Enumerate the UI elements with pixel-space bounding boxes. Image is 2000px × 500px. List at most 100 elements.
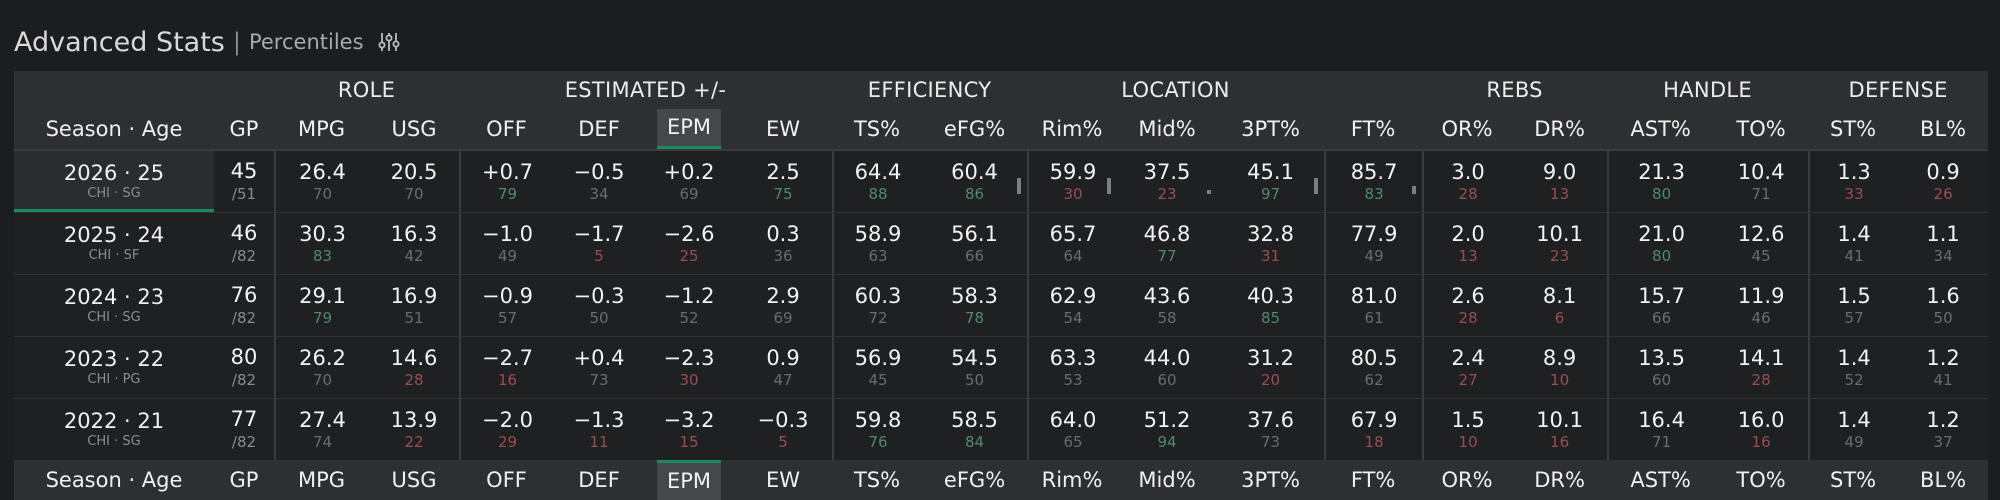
- stat-cell-dr: 8.9 10: [1512, 336, 1608, 398]
- percentile-value: 85: [1261, 308, 1281, 327]
- percentile-value: 78: [964, 308, 985, 327]
- column-header-rim[interactable]: Rim%: [1027, 109, 1118, 149]
- column-header-bl[interactable]: BL%: [1898, 109, 1989, 149]
- column-header-def[interactable]: DEF: [554, 109, 645, 149]
- column-header-ts[interactable]: TS%: [832, 109, 923, 149]
- column-header-mpg[interactable]: MPG: [274, 460, 369, 500]
- percentile-value: 50: [1933, 308, 1953, 327]
- column-header-efg[interactable]: eFG%: [922, 109, 1028, 149]
- season-cell[interactable]: 2024 · 23 CHI · SG: [14, 274, 214, 336]
- column-header-ew[interactable]: EW: [734, 109, 833, 149]
- column-header-season-age[interactable]: Season · Age: [14, 109, 214, 149]
- column-header-def[interactable]: DEF: [554, 460, 645, 500]
- stat-cell-ast: 15.7 66: [1607, 274, 1715, 336]
- column-header-or[interactable]: OR%: [1422, 460, 1513, 500]
- column-header-ast[interactable]: AST%: [1607, 109, 1715, 149]
- stat-value: 80.5: [1350, 345, 1398, 370]
- team-position: CHI · SG: [87, 434, 141, 449]
- games-total: /82: [231, 309, 257, 327]
- season-cell[interactable]: 2023 · 22 CHI · PG: [14, 336, 214, 398]
- team-position: CHI · SG: [87, 310, 141, 325]
- stat-cell-off: −2.7 16: [459, 336, 555, 398]
- column-header-or[interactable]: OR%: [1422, 109, 1513, 149]
- column-header-mpg[interactable]: MPG: [274, 109, 369, 149]
- percentile-value: 34: [589, 184, 609, 203]
- column-header-ft[interactable]: FT%: [1324, 109, 1423, 149]
- column-header-label: TO%: [1736, 117, 1786, 141]
- percentile-value: 49: [1844, 432, 1864, 451]
- column-header-season-age[interactable]: Season · Age: [14, 460, 214, 500]
- stat-value: −1.2: [663, 283, 715, 308]
- column-header-dr[interactable]: DR%: [1512, 460, 1608, 500]
- percentile-value: 28: [1751, 370, 1771, 389]
- column-header-dr[interactable]: DR%: [1512, 109, 1608, 149]
- stat-cell-off: −1.0 49: [459, 212, 555, 274]
- column-header-off[interactable]: OFF: [459, 109, 555, 149]
- games-played-cell: 77/82: [214, 398, 274, 460]
- column-header-label: Season · Age: [45, 117, 183, 141]
- column-header-gp[interactable]: GP: [214, 460, 274, 500]
- stat-value: −1.7: [573, 221, 625, 246]
- stat-cell-to: 16.0 16: [1714, 398, 1809, 460]
- column-header-mid[interactable]: Mid%: [1117, 109, 1218, 149]
- column-header-label: eFG%: [943, 117, 1006, 141]
- season-age: 2022 · 21: [63, 409, 165, 433]
- stat-value: 0.3: [766, 221, 800, 246]
- column-header-gp[interactable]: GP: [214, 109, 274, 149]
- column-header-usg[interactable]: USG: [369, 109, 460, 149]
- stat-value: 56.1: [951, 221, 998, 246]
- percentile-value: 45: [1751, 246, 1771, 265]
- games-played-cell: 45/51: [214, 149, 274, 212]
- view-mode-label[interactable]: Percentiles: [248, 30, 364, 54]
- column-header-label: DEF: [578, 468, 620, 492]
- column-header-st[interactable]: ST%: [1808, 109, 1899, 149]
- column-header-bl[interactable]: BL%: [1898, 460, 1989, 500]
- season-cell[interactable]: 2025 · 24 CHI · SF: [14, 212, 214, 274]
- percentile-value: 22: [404, 432, 424, 451]
- column-header-epm[interactable]: EPM: [644, 109, 735, 149]
- column-header-ew[interactable]: EW: [734, 460, 833, 500]
- column-header-usg[interactable]: USG: [369, 460, 460, 500]
- percentile-value: 16: [1751, 432, 1771, 451]
- stat-value: −1.0: [482, 221, 534, 246]
- column-header-ts[interactable]: TS%: [832, 460, 923, 500]
- column-header-to[interactable]: TO%: [1714, 460, 1809, 500]
- stat-value: 81.0: [1350, 283, 1398, 308]
- stat-cell-ts: 59.8 76: [832, 398, 923, 460]
- column-header-3pt[interactable]: 3PT%: [1217, 109, 1325, 149]
- column-header-to[interactable]: TO%: [1714, 109, 1809, 149]
- column-header-label: ST%: [1830, 468, 1877, 492]
- column-header-label: OR%: [1441, 117, 1493, 141]
- percentile-value: 75: [773, 184, 793, 203]
- column-footer-row: Season · Age GP MPG USG OFF DEF EPM EW TS% eFG% Ri…: [14, 460, 1989, 500]
- stat-cell-ts: 64.4 88: [832, 149, 923, 212]
- season-cell[interactable]: 2026 · 25 CHI · SG: [14, 149, 214, 212]
- stat-value: 1.6: [1926, 283, 1960, 308]
- column-header-st[interactable]: ST%: [1808, 460, 1899, 500]
- stat-cell-st: 1.4 52: [1808, 336, 1899, 398]
- column-header-rim[interactable]: Rim%: [1027, 460, 1118, 500]
- season-cell[interactable]: 2022 · 21 CHI · SG: [14, 398, 214, 460]
- column-header-label: TS%: [853, 468, 901, 492]
- stat-cell-to: 14.1 28: [1714, 336, 1809, 398]
- sliders-icon[interactable]: [378, 31, 400, 53]
- column-header-off[interactable]: OFF: [459, 460, 555, 500]
- stat-value: 13.9: [390, 407, 438, 432]
- games-played: 45: [230, 159, 258, 183]
- column-header-epm[interactable]: EPM: [644, 460, 735, 500]
- stat-value: 16.0: [1737, 407, 1785, 432]
- stat-value: 51.2: [1143, 407, 1191, 432]
- stat-value: −0.9: [482, 283, 534, 308]
- column-header-mid[interactable]: Mid%: [1117, 460, 1218, 500]
- group-header-defense: DEFENSE: [1808, 71, 1989, 109]
- stat-value: 10.1: [1536, 407, 1583, 432]
- column-header-label: MPG: [297, 117, 346, 141]
- stat-cell-dr: 10.1 23: [1512, 212, 1608, 274]
- column-header-label: eFG%: [943, 468, 1006, 492]
- column-header-ft[interactable]: FT%: [1324, 460, 1423, 500]
- percentile-value: 51: [404, 308, 424, 327]
- percentile-value: 65: [1063, 432, 1083, 451]
- column-header-efg[interactable]: eFG%: [922, 460, 1028, 500]
- column-header-3pt[interactable]: 3PT%: [1217, 460, 1325, 500]
- column-header-ast[interactable]: AST%: [1607, 460, 1715, 500]
